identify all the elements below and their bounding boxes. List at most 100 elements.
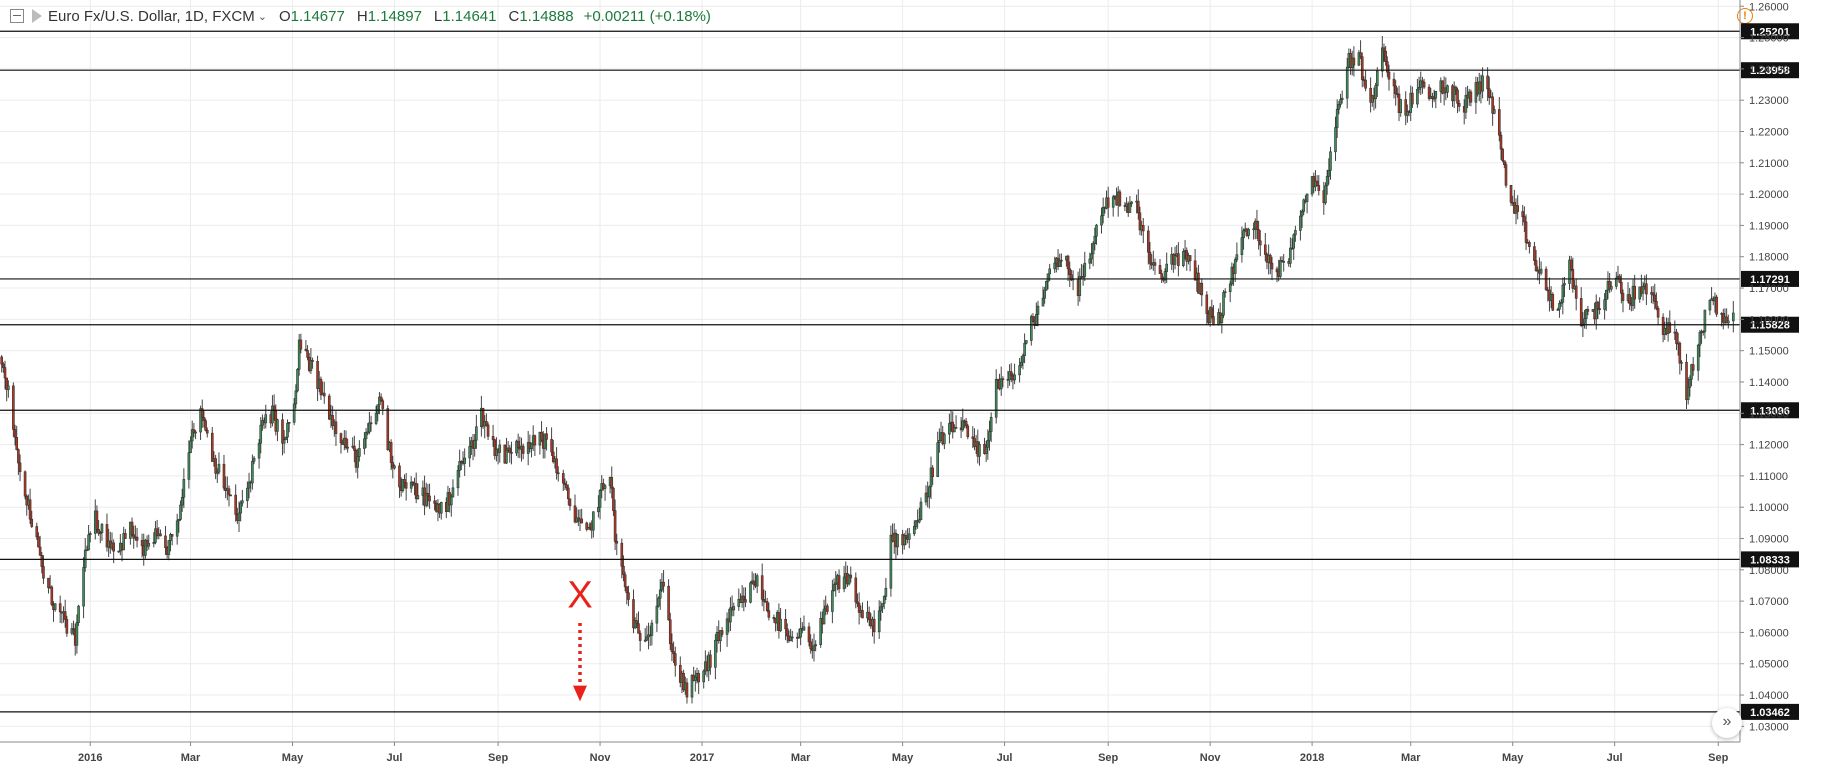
- candle: [1060, 253, 1063, 267]
- candle: [376, 404, 380, 422]
- candle-body-up: [984, 446, 988, 454]
- candle: [530, 442, 533, 458]
- candle: [1725, 308, 1728, 324]
- candle-body-down: [670, 643, 674, 652]
- candle: [37, 532, 40, 548]
- candle-body-down: [1574, 285, 1578, 299]
- collapse-icon[interactable]: [10, 9, 24, 23]
- candle-body-up: [296, 368, 299, 392]
- candle: [1021, 353, 1025, 370]
- candle: [508, 444, 512, 463]
- scroll-to-realtime-button[interactable]: »: [1712, 708, 1742, 738]
- candle-body-up: [346, 446, 349, 449]
- candle: [1282, 253, 1285, 272]
- candle-body-up: [749, 582, 752, 603]
- candle: [1001, 376, 1005, 388]
- candle: [943, 432, 946, 450]
- candle: [772, 614, 776, 623]
- candle-body-down: [672, 651, 675, 654]
- candle-body-down: [1701, 331, 1705, 333]
- level-label: 1.13096: [1750, 405, 1790, 417]
- candle: [1111, 194, 1115, 217]
- candle-body-down: [1598, 308, 1601, 310]
- candle: [951, 411, 955, 439]
- candle-body-up: [182, 479, 186, 498]
- candle: [592, 511, 595, 538]
- candle-body-down: [1691, 364, 1695, 371]
- chevron-down-icon[interactable]: ⌄: [257, 10, 267, 23]
- candle: [1177, 242, 1180, 277]
- candle-body-up: [714, 639, 717, 668]
- candle: [1045, 280, 1048, 291]
- candle: [720, 627, 724, 638]
- candle: [391, 455, 395, 479]
- candle-body-down: [568, 498, 572, 507]
- candle: [1031, 313, 1035, 323]
- candle: [1369, 77, 1372, 113]
- candle: [1696, 343, 1700, 381]
- candle-body-down: [1491, 96, 1494, 114]
- candle-body-up: [82, 567, 85, 607]
- candle: [1290, 238, 1294, 250]
- candle-body-up: [1233, 259, 1237, 274]
- candle-body-up: [598, 489, 602, 508]
- candle: [668, 612, 672, 650]
- candle-body-down: [1501, 148, 1504, 161]
- candle: [556, 466, 560, 482]
- candle: [1158, 258, 1162, 274]
- candle-body-up: [1100, 215, 1103, 226]
- candle-body-up: [1222, 292, 1225, 316]
- candle-body-up: [1434, 91, 1438, 99]
- candle: [1651, 285, 1655, 305]
- candle: [889, 525, 893, 597]
- candle-body-down: [807, 626, 811, 643]
- candle: [1603, 293, 1606, 320]
- candle: [1579, 287, 1583, 328]
- price-axis[interactable]: 1.03000 1.04000 1.05000 1.06000 1.07000 1.080…: [1739, 0, 1789, 742]
- time-axis[interactable]: 2016 Mar May Jul Sep Nov 2017 Mar May Jul Sep Nov 20…: [0, 741, 1740, 764]
- candle: [1715, 294, 1718, 317]
- candle-body-down: [135, 536, 139, 541]
- candle: [1019, 356, 1023, 369]
- candle-body-down: [491, 435, 495, 441]
- price-tick-label: 1.20000: [1749, 189, 1789, 201]
- candle-body-down: [1317, 185, 1321, 191]
- candle: [1270, 256, 1274, 281]
- candle: [1130, 200, 1133, 207]
- candle: [1381, 36, 1384, 78]
- candle-body-up: [914, 520, 918, 527]
- candle: [1633, 274, 1636, 309]
- candle: [1210, 299, 1214, 319]
- candle: [849, 566, 853, 583]
- candle: [1374, 82, 1377, 109]
- candle-body-up: [88, 533, 92, 536]
- candle-body-up: [543, 433, 547, 449]
- candle-body-up: [834, 582, 838, 585]
- candle: [1233, 257, 1237, 282]
- candle: [790, 630, 794, 642]
- candle-body-up: [7, 385, 10, 390]
- candle: [1068, 261, 1072, 287]
- candle-body-up: [449, 496, 453, 506]
- candle: [1299, 210, 1302, 241]
- candle: [1556, 307, 1560, 311]
- candle: [1053, 256, 1056, 273]
- candle-body-down: [30, 518, 34, 527]
- candle-body-up: [75, 622, 79, 646]
- candle: [673, 646, 677, 677]
- candle-body-down: [0, 356, 3, 365]
- candle: [1205, 291, 1209, 326]
- candle: [1653, 283, 1657, 310]
- candle-body-up: [1419, 80, 1423, 88]
- candle-body-down: [3, 367, 7, 379]
- candle: [989, 412, 993, 443]
- candle-body-up: [884, 587, 888, 597]
- candle-body-down: [1725, 316, 1728, 324]
- candle-body-down: [826, 605, 829, 612]
- candle-body-up: [259, 424, 263, 444]
- candle-body-up: [1340, 97, 1344, 100]
- candle-body-up: [919, 501, 923, 521]
- symbol-title[interactable]: Euro Fx/U.S. Dollar, 1D, FXCM: [48, 7, 255, 25]
- candle-body-down: [1596, 301, 1600, 309]
